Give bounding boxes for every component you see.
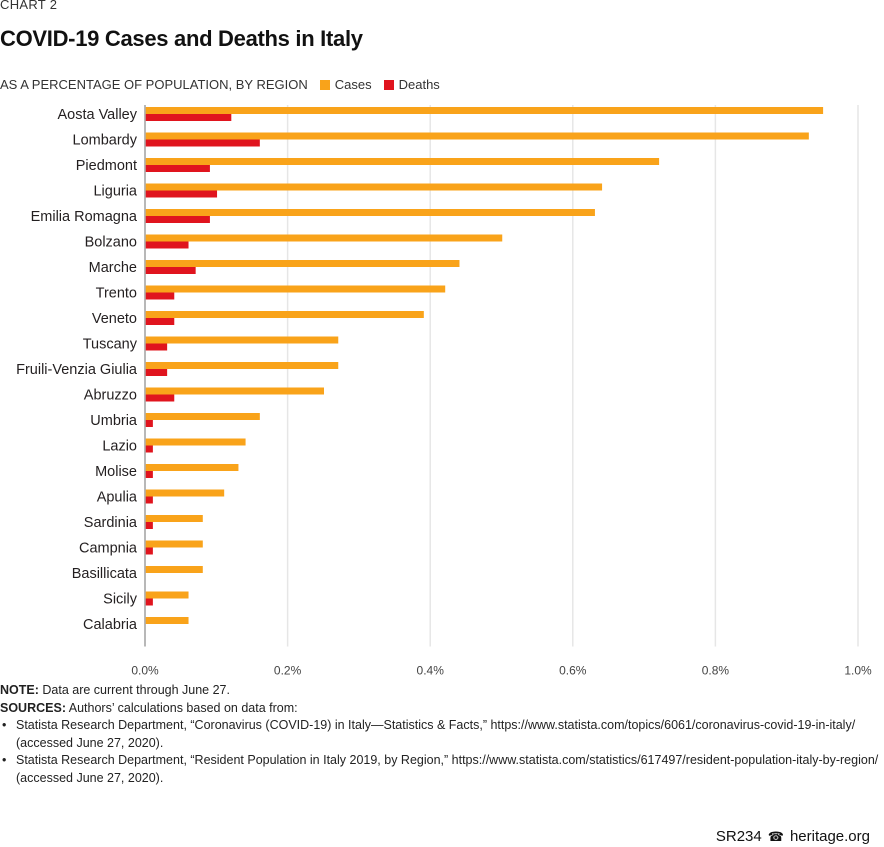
x-tick-labels: 0.0% 0.2% 0.4% 0.6% 0.8% 1.0%: [131, 664, 872, 676]
sources-line: SOURCES: Authors’ calculations based on …: [0, 700, 884, 718]
bar-deaths: [145, 165, 210, 172]
x-tick-label: 0.2%: [274, 664, 302, 676]
bar-deaths: [145, 114, 232, 121]
x-tick-label: 0.8%: [702, 664, 730, 676]
bar-deaths: [145, 420, 153, 427]
legend-label-deaths: Deaths: [398, 77, 440, 92]
bar-cases: [145, 234, 503, 242]
subtitle-legend-row: AS A PERCENTAGE OF POPULATION, BY REGION…: [0, 77, 440, 92]
bar-cases: [145, 387, 324, 395]
x-tick-label: 0.6%: [559, 664, 587, 676]
bar-deaths: [145, 292, 175, 300]
bar-deaths: [145, 139, 260, 147]
bar-deaths: [145, 369, 168, 376]
gridlines: [144, 105, 859, 647]
bar-cases: [145, 260, 460, 267]
category-label: Emilia Romagna: [31, 209, 138, 225]
bar-deaths: [145, 190, 218, 198]
category-label: Lazio: [102, 439, 137, 455]
category-label: Abruzzo: [84, 388, 137, 404]
legend-label-cases: Cases: [334, 77, 372, 92]
category-label: Piedmont: [76, 158, 137, 174]
bar-deaths: [145, 598, 153, 606]
notes-section: NOTE: Data are current through June 27. …: [0, 682, 884, 787]
category-label: Molise: [95, 464, 137, 480]
bar-cases: [145, 617, 189, 624]
category-label: Trento: [96, 286, 137, 302]
bar-cases: [145, 515, 203, 522]
bar-cases: [145, 566, 203, 573]
bar-cases: [145, 464, 239, 471]
bar-cases: [145, 285, 446, 293]
category-label: Aosta Valley: [57, 107, 137, 123]
legend-swatch-deaths: [383, 79, 394, 90]
category-label: Fruili-Venzia Giulia: [16, 362, 138, 378]
chart-title: COVID-19 Cases and Deaths in Italy: [0, 26, 363, 51]
category-label: Calabria: [83, 617, 138, 633]
sources-label: SOURCES:: [0, 700, 66, 715]
category-label: Campnia: [79, 541, 138, 557]
category-label: Marche: [89, 260, 137, 276]
note-label: NOTE:: [0, 683, 39, 697]
category-label: Basillicata: [72, 566, 138, 582]
source-item-1: Statista Research Department, “Coronavir…: [0, 717, 884, 752]
bar-deaths: [145, 471, 153, 478]
bar-cases: [145, 209, 595, 216]
bar-cases: [145, 540, 203, 548]
note-text: Data are current through June 27.: [38, 683, 230, 697]
bar-cases: [145, 336, 339, 344]
bar-chart: Aosta Valley Lombardy Piedmont Liguria Emili…: [16, 105, 872, 676]
site-link[interactable]: heritage.org: [789, 828, 870, 845]
category-label: Tuscany: [83, 337, 138, 353]
note-line: NOTE: Data are current through June 27.: [0, 682, 884, 700]
bar-cases: [145, 158, 660, 165]
x-tick-label: 0.0%: [131, 664, 159, 676]
chart-kicker: CHART 2: [0, 0, 58, 12]
bar-deaths: [145, 318, 175, 325]
category-label: Liguria: [93, 184, 137, 200]
bar-cases: [145, 489, 225, 497]
x-tick-label: 1.0%: [844, 664, 872, 676]
bar-deaths: [145, 343, 168, 351]
category-labels: Aosta Valley Lombardy Piedmont Liguria Emili…: [16, 107, 138, 633]
bar-deaths: [145, 267, 196, 274]
category-label: Lombardy: [73, 133, 138, 149]
legend-swatch-cases: [319, 79, 330, 90]
bar-cases: [145, 362, 339, 369]
sources-text: Authors’ calculations based on data from…: [65, 700, 298, 715]
category-label: Bolzano: [85, 235, 137, 251]
bar-cases: [145, 591, 189, 599]
legend-item-deaths: Deaths: [383, 77, 440, 92]
category-label: Umbria: [90, 413, 138, 429]
bar-cases: [145, 132, 809, 140]
bar-cases: [145, 311, 424, 318]
report-id: SR234: [715, 828, 762, 845]
bar-deaths: [145, 216, 210, 223]
bars: [145, 107, 824, 624]
category-label: Sicily: [103, 592, 138, 608]
bar-deaths: [145, 445, 153, 453]
bar-deaths: [145, 522, 153, 529]
chart-subtitle: AS A PERCENTAGE OF POPULATION, BY REGION: [0, 77, 308, 92]
liberty-bell-icon: ☎: [767, 828, 784, 844]
legend-item-cases: Cases: [319, 77, 372, 92]
category-label: Sardinia: [84, 515, 138, 531]
source-item-2: Statista Research Department, “Resident …: [0, 752, 884, 787]
bar-deaths: [145, 547, 153, 555]
bar-cases: [145, 183, 603, 191]
bar-cases: [145, 438, 246, 446]
bar-cases: [145, 107, 824, 114]
category-label: Veneto: [92, 311, 137, 327]
bar-deaths: [145, 394, 175, 402]
bar-deaths: [145, 241, 189, 249]
category-label: Apulia: [97, 490, 138, 506]
footer: SR234 ☎ heritage.org: [716, 828, 870, 845]
bar-deaths: [145, 496, 153, 504]
x-tick-label: 0.4%: [417, 664, 445, 676]
bar-cases: [145, 413, 260, 420]
